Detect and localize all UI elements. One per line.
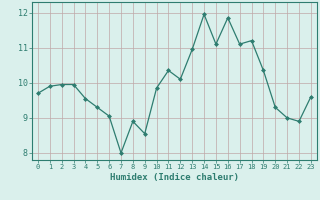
X-axis label: Humidex (Indice chaleur): Humidex (Indice chaleur) xyxy=(110,173,239,182)
